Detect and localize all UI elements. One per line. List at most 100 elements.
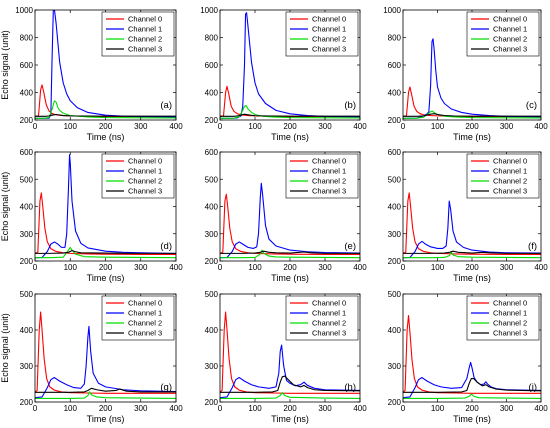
y-tick-label: 200	[20, 257, 34, 266]
y-tick-label: 300	[205, 230, 219, 239]
x-tick-label: 300	[318, 404, 332, 413]
y-tick-label: 500	[388, 175, 402, 184]
series-line-channel-1	[220, 182, 360, 259]
y-tick-label: 500	[20, 290, 34, 299]
legend-entry: Channel 0	[493, 157, 527, 166]
legend-entry: Channel 0	[312, 299, 346, 308]
series-group	[35, 10, 176, 119]
legend-entry: Channel 1	[493, 309, 527, 318]
x-tick-label: 400	[169, 404, 183, 413]
x-tick-label: 300	[134, 404, 148, 413]
x-tick-label: 400	[534, 122, 548, 131]
legend-entry: Channel 1	[312, 167, 346, 176]
chart-panel-f: 0 100 200 300 400 200 300 400 500 600 Time (ns) (f)…	[388, 148, 549, 283]
legend-entry: Channel 0	[128, 157, 162, 166]
y-tick-label: 500	[388, 290, 402, 299]
y-tick-label: 800	[388, 34, 402, 43]
x-tick-label: 200	[465, 122, 479, 131]
x-tick-label: 100	[431, 122, 445, 131]
legend-entry: Channel 3	[493, 187, 527, 196]
series-group	[403, 192, 541, 259]
y-axis-label: Echo signal (unit)	[0, 172, 10, 242]
series-line-channel-1	[35, 325, 176, 399]
y-tick-label: 1000	[200, 6, 218, 15]
x-tick-label: 200	[99, 404, 113, 413]
series-line-channel-1	[220, 12, 360, 119]
series-line-channel-1	[35, 154, 176, 259]
legend-entry: Channel 2	[312, 319, 346, 328]
x-tick-label: 400	[169, 122, 183, 131]
x-tick-label: 400	[534, 263, 548, 272]
y-tick-label: 200	[205, 398, 219, 407]
chart-panel-i: 0 100 200 300 400 200 300 400 500 Time (ns) (i) Cha…	[388, 290, 549, 424]
series-line-channel-2	[35, 391, 176, 399]
series-line-channel-3	[220, 113, 360, 117]
x-tick-label: 0	[33, 404, 38, 413]
x-tick-label: 100	[248, 404, 262, 413]
series-line-channel-1	[220, 344, 360, 399]
legend-entry: Channel 2	[128, 35, 162, 44]
x-axis-label: Time (ns)	[271, 273, 309, 283]
x-tick-label: 0	[401, 263, 406, 272]
legend-entry: Channel 2	[312, 35, 346, 44]
y-tick-label: 800	[205, 34, 219, 43]
x-tick-label: 100	[64, 263, 78, 272]
y-tick-label: 600	[20, 61, 34, 70]
x-axis-label: Time (ns)	[87, 132, 125, 142]
series-group	[220, 311, 360, 399]
x-tick-label: 0	[218, 263, 223, 272]
panel-label: (e)	[344, 241, 356, 252]
y-tick-label: 200	[388, 257, 402, 266]
x-tick-label: 0	[401, 122, 406, 131]
series-line-channel-0	[220, 311, 360, 394]
x-tick-label: 300	[500, 122, 514, 131]
series-line-channel-0	[220, 193, 360, 256]
y-tick-label: 400	[205, 203, 219, 212]
y-tick-label: 800	[20, 34, 34, 43]
x-tick-label: 0	[218, 122, 223, 131]
x-tick-label: 100	[248, 122, 262, 131]
series-group	[35, 154, 176, 259]
series-line-channel-2	[403, 251, 541, 259]
x-tick-label: 0	[401, 404, 406, 413]
y-tick-label: 300	[20, 362, 34, 371]
y-tick-label: 200	[205, 116, 219, 125]
x-tick-label: 200	[99, 122, 113, 131]
panel-label: (d)	[160, 241, 172, 252]
series-line-channel-0	[35, 311, 176, 394]
y-tick-label: 200	[388, 116, 402, 125]
legend-entry: Channel 3	[312, 329, 346, 338]
x-tick-label: 300	[134, 122, 148, 131]
y-tick-label: 200	[20, 116, 34, 125]
series-line-channel-3	[220, 375, 360, 393]
y-tick-label: 600	[388, 148, 402, 157]
legend-entry: Channel 3	[128, 329, 162, 338]
x-tick-label: 400	[353, 404, 367, 413]
legend-entry: Channel 2	[493, 35, 527, 44]
y-axis-label: Echo signal (unit)	[0, 313, 10, 383]
legend-entry: Channel 0	[493, 15, 527, 24]
y-tick-label: 400	[20, 89, 34, 98]
y-tick-label: 400	[388, 89, 402, 98]
legend-entry: Channel 3	[493, 329, 527, 338]
legend-entry: Channel 1	[312, 25, 346, 34]
x-tick-label: 200	[283, 122, 297, 131]
x-tick-label: 400	[534, 404, 548, 413]
x-axis-label: Time (ns)	[271, 414, 309, 424]
y-tick-label: 400	[20, 326, 34, 335]
panel-label: (c)	[526, 100, 537, 111]
y-tick-label: 300	[20, 230, 34, 239]
x-tick-label: 0	[33, 122, 38, 131]
legend-entry: Channel 2	[128, 319, 162, 328]
chart-panel-h: 0 100 200 300 400 200 300 400 500 Time (ns) (h) Cha…	[205, 290, 368, 424]
legend-entry: Channel 0	[312, 15, 346, 24]
chart-panel-e: 0 100 200 300 400 200 300 400 500 600 Time (ns) (e)…	[205, 148, 368, 283]
y-tick-label: 200	[20, 398, 34, 407]
